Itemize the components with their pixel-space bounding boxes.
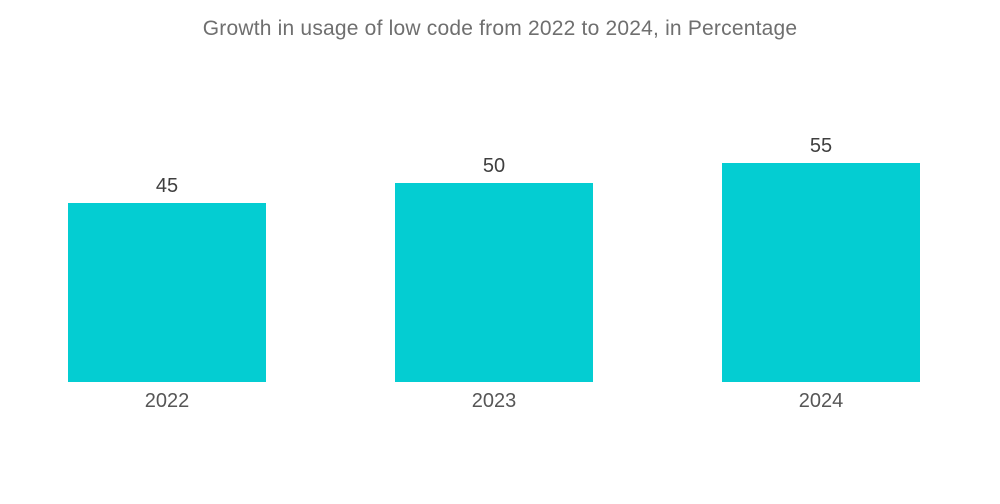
bar-2023 xyxy=(395,183,593,382)
bar-group-2024: 55 2024 xyxy=(722,0,920,411)
chart-title: Growth in usage of low code from 2022 to… xyxy=(202,17,798,40)
value-label-2024: 55 xyxy=(809,135,833,157)
bar-2024 xyxy=(722,163,920,382)
plot-area: 45 2022 50 2023 55 2024 xyxy=(68,0,920,411)
bar-2022 xyxy=(68,203,266,382)
category-label-2022: 2022 xyxy=(144,390,190,412)
value-label-2022: 45 xyxy=(155,175,179,197)
category-label-2023: 2023 xyxy=(471,390,517,412)
bar-group-2022: 45 2022 xyxy=(68,0,266,411)
bar-group-2023: 50 2023 xyxy=(395,0,593,411)
value-label-2023: 50 xyxy=(482,155,506,177)
category-label-2024: 2024 xyxy=(798,390,844,412)
